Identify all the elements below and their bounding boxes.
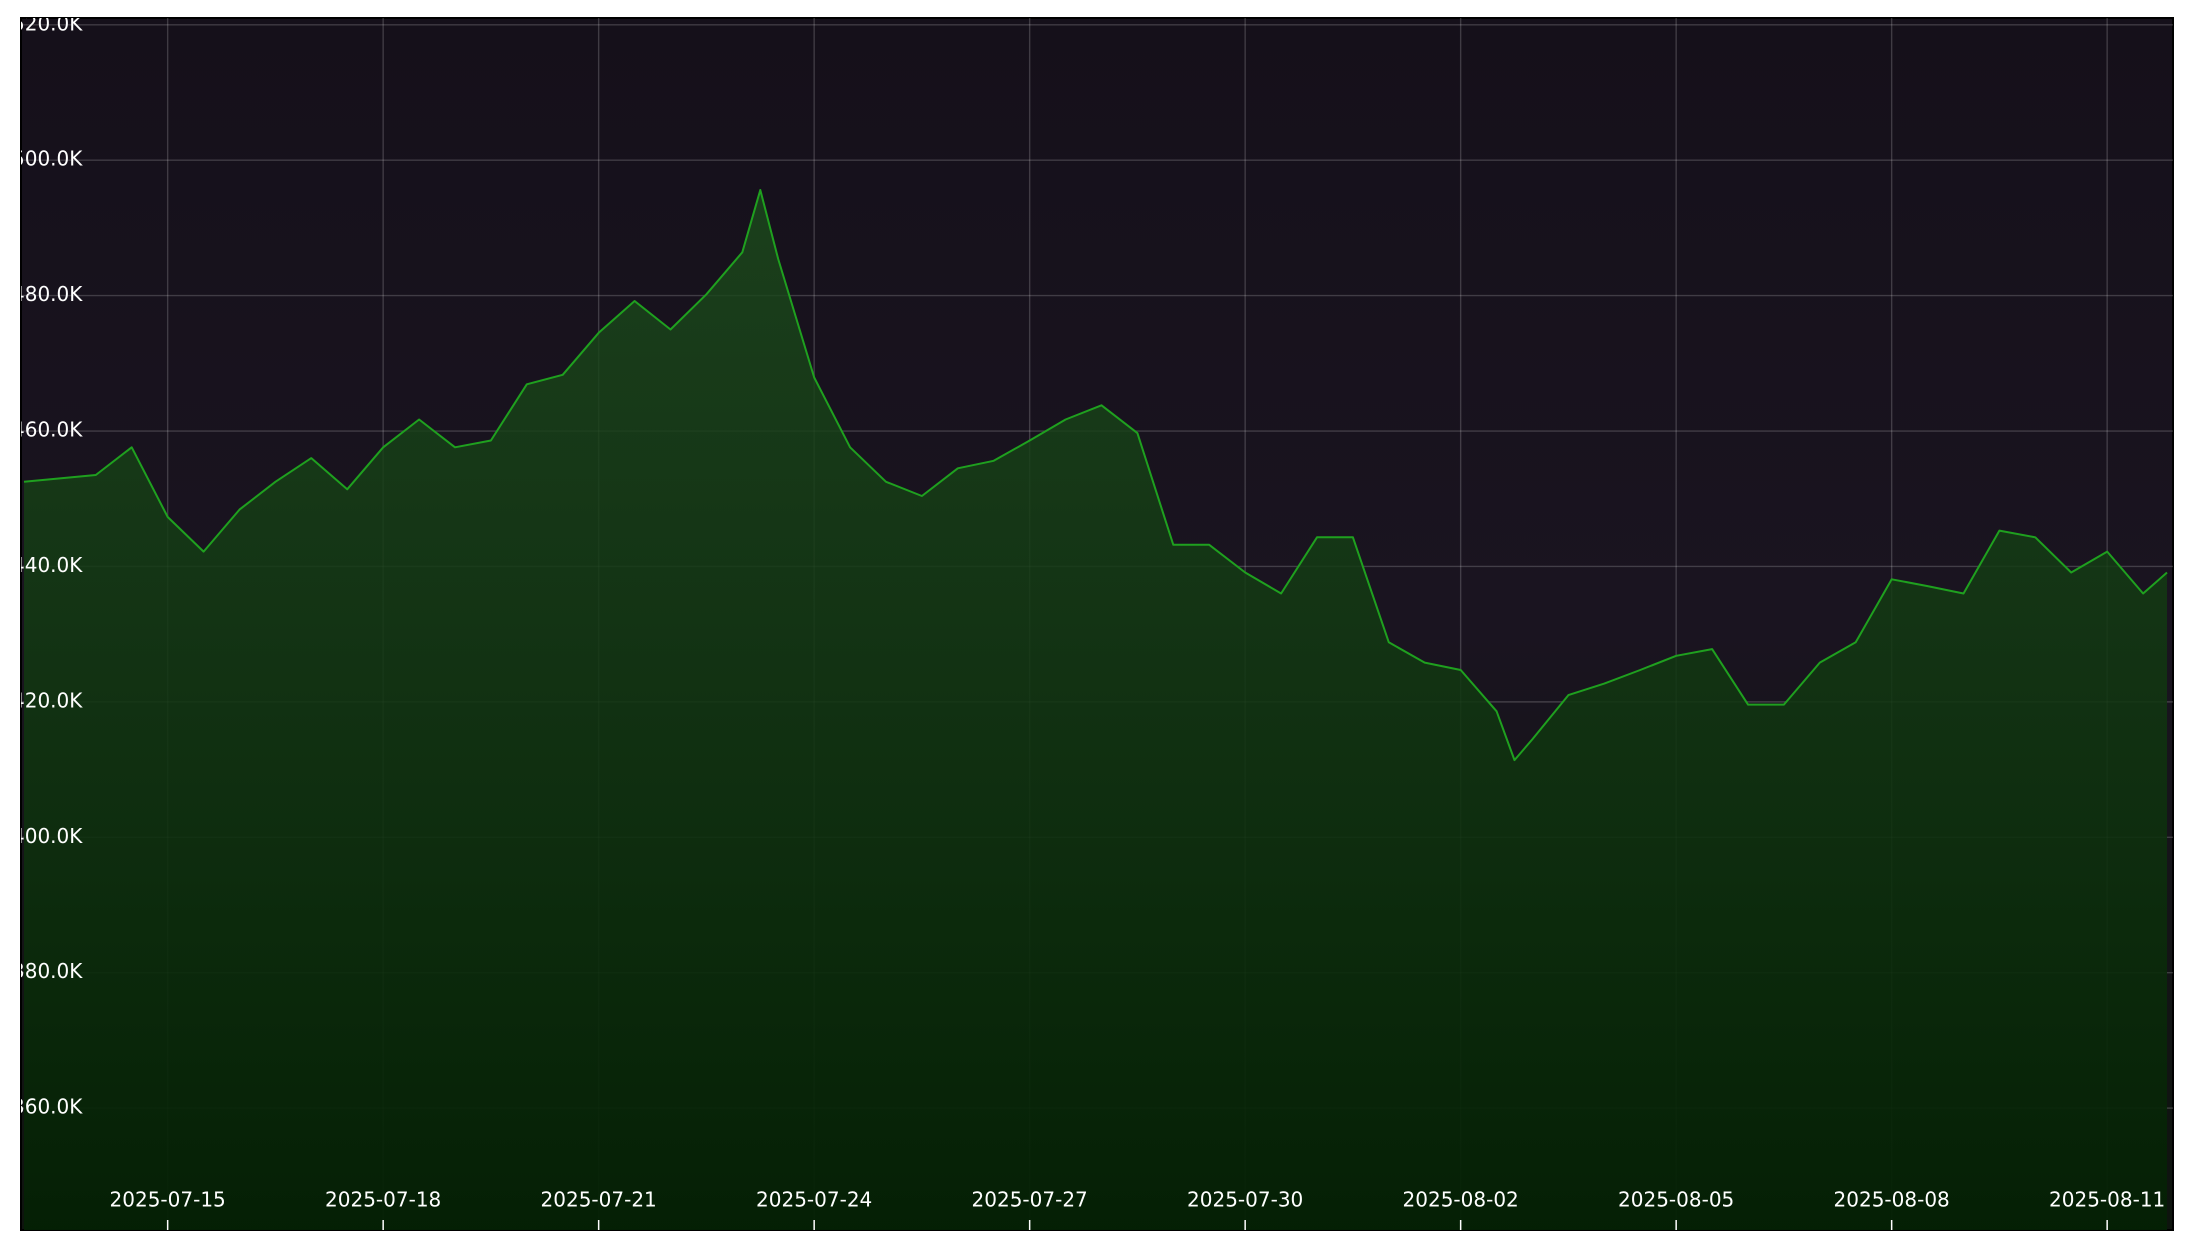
area bbox=[24, 190, 2167, 1230]
plot: 360.0K 380.0K 400.0K 420.0K 440.0K 460.0K 480.… bbox=[12, 11, 2173, 1230]
y-tick-label: 500.0K bbox=[12, 147, 83, 171]
x-tick-label: 2025-08-02 bbox=[1403, 1188, 1519, 1212]
x-tick-label: 2025-08-08 bbox=[1834, 1188, 1950, 1212]
y-tick-label: 460.0K bbox=[12, 418, 83, 442]
line bbox=[23, 189, 2168, 762]
x-tick-label: 2025-07-24 bbox=[756, 1188, 872, 1212]
x-tick-label: 2025-08-11 bbox=[2049, 1188, 2165, 1212]
x-tick-label: 2025-08-05 bbox=[1618, 1188, 1734, 1212]
x-tick-label: 2025-07-30 bbox=[1187, 1188, 1303, 1212]
x-tick-label: 2025-07-18 bbox=[325, 1188, 441, 1212]
y-tick-label: 420.0K bbox=[12, 688, 83, 712]
x-tick-label: 2025-07-21 bbox=[541, 1188, 657, 1212]
x-tick-label: 2025-07-15 bbox=[110, 1188, 226, 1212]
y-tick-label: 480.0K bbox=[12, 282, 83, 306]
y-tick-label: 400.0K bbox=[12, 824, 83, 848]
y-tick-label: 360.0K bbox=[12, 1095, 83, 1119]
x-tick-label: 2025-07-27 bbox=[972, 1188, 1088, 1212]
y-tick-label: 380.0K bbox=[12, 959, 83, 983]
y-tick-label: 520.0K bbox=[12, 11, 83, 35]
y-tick-label: 440.0K bbox=[12, 553, 83, 577]
